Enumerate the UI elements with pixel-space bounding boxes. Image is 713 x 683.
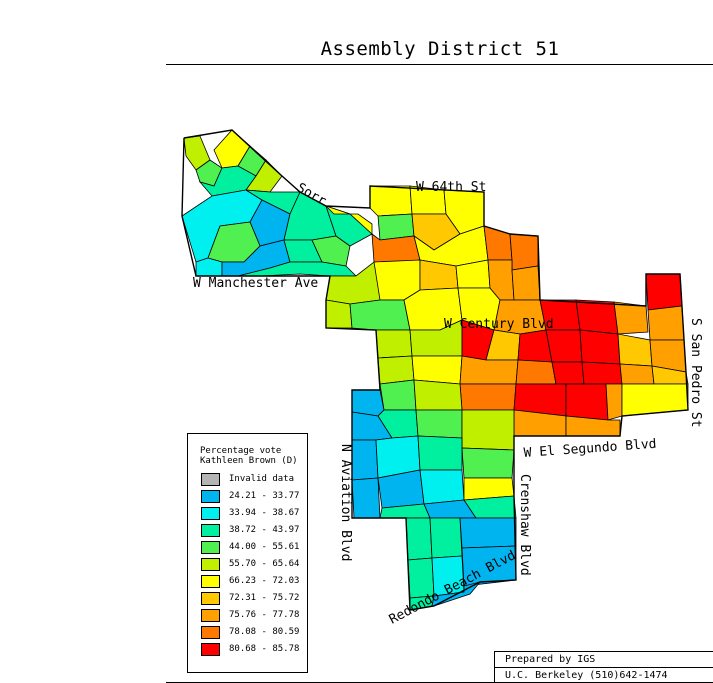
precinct xyxy=(461,409,515,451)
street-manchester: W Manchester Ave xyxy=(193,276,318,291)
precinct xyxy=(417,435,463,471)
precinct xyxy=(369,185,413,217)
precinct xyxy=(645,273,683,311)
precinct xyxy=(579,329,621,365)
precinct xyxy=(375,329,413,359)
credit-line-2: U.C. Berkeley (510)642-1474 xyxy=(505,670,668,681)
precinct xyxy=(325,299,353,329)
legend-item: 75.76 - 77.78 xyxy=(201,607,299,623)
precinct xyxy=(351,389,385,417)
precinct xyxy=(351,477,381,519)
legend-item: 33.94 - 38.67 xyxy=(201,505,299,521)
legend-title: Percentage vote xyxy=(200,446,282,456)
precinct xyxy=(511,265,541,301)
credit-divider xyxy=(495,667,713,668)
legend-item: 72.31 - 75.72 xyxy=(201,590,299,606)
precinct xyxy=(461,447,515,479)
street-century: W Century Blvd xyxy=(444,317,554,332)
legend-swatch xyxy=(201,557,220,571)
legend-item: 44.00 - 55.61 xyxy=(201,539,299,555)
precinct xyxy=(351,439,379,481)
precinct xyxy=(371,233,421,265)
precinct xyxy=(419,469,465,505)
precinct xyxy=(379,379,417,411)
street-san-pedro: S San Pedro St xyxy=(688,318,703,428)
street-aviation: N Aviation Blvd xyxy=(338,444,353,561)
legend-item: 66.23 - 72.03 xyxy=(201,573,299,589)
precinct xyxy=(565,415,621,437)
precinct xyxy=(605,383,623,421)
street-w64th: W 64th St xyxy=(416,180,486,195)
legend-swatch xyxy=(201,523,220,537)
precinct xyxy=(377,213,415,241)
precinct xyxy=(413,379,463,411)
credit-line-1: Prepared by IGS xyxy=(505,654,596,665)
precinct xyxy=(581,361,623,385)
legend-item: 80.68 - 85.78 xyxy=(201,641,299,657)
precinct xyxy=(619,363,655,385)
precinct xyxy=(551,361,585,385)
legend-swatch xyxy=(201,591,220,605)
street-el-segundo: W El Segundo Blvd xyxy=(523,437,657,461)
legend: Percentage vote Kathleen Brown (D) Inval… xyxy=(187,433,308,673)
precinct xyxy=(195,257,223,277)
precinct xyxy=(515,359,557,385)
legend-subtitle: Kathleen Brown (D) xyxy=(200,456,298,466)
district-outline xyxy=(181,129,689,611)
legend-swatch xyxy=(201,506,220,520)
street-crenshaw: Crenshaw Blvd xyxy=(517,474,532,576)
legend-item: 55.70 - 65.64 xyxy=(201,556,299,572)
precinct xyxy=(349,299,411,331)
legend-swatch xyxy=(201,540,220,554)
precinct xyxy=(617,333,653,367)
legend-swatch xyxy=(201,472,220,486)
precinct xyxy=(237,261,357,277)
precinct xyxy=(459,355,519,385)
precinct xyxy=(483,225,513,261)
precinct xyxy=(405,517,433,561)
precinct xyxy=(311,235,351,267)
precinct xyxy=(459,517,517,549)
precinct xyxy=(647,305,685,341)
precinct xyxy=(459,383,517,411)
precinct xyxy=(429,517,463,559)
legend-item: Invalid data xyxy=(201,471,294,487)
legend-item: 78.08 - 80.59 xyxy=(201,624,299,640)
credit-box: Prepared by IGS U.C. Berkeley (510)642-1… xyxy=(494,651,713,683)
legend-swatch xyxy=(201,625,220,639)
legend-item: 24.21 - 33.77 xyxy=(201,488,299,504)
precinct xyxy=(565,383,609,421)
legend-swatch xyxy=(201,489,220,503)
legend-swatch xyxy=(201,608,220,622)
precinct xyxy=(377,355,415,385)
precinct xyxy=(545,329,583,363)
legend-swatch xyxy=(201,642,220,656)
title-rule xyxy=(166,64,713,65)
precinct xyxy=(575,299,619,335)
precinct xyxy=(415,409,463,439)
legend-swatch xyxy=(201,574,220,588)
precinct xyxy=(613,301,649,335)
precinct xyxy=(509,233,539,271)
precinct-layer xyxy=(181,129,689,611)
legend-item: 38.72 - 43.97 xyxy=(201,522,299,538)
precinct xyxy=(411,355,463,385)
precinct xyxy=(325,205,373,235)
map-title: Assembly District 51 xyxy=(320,38,560,60)
